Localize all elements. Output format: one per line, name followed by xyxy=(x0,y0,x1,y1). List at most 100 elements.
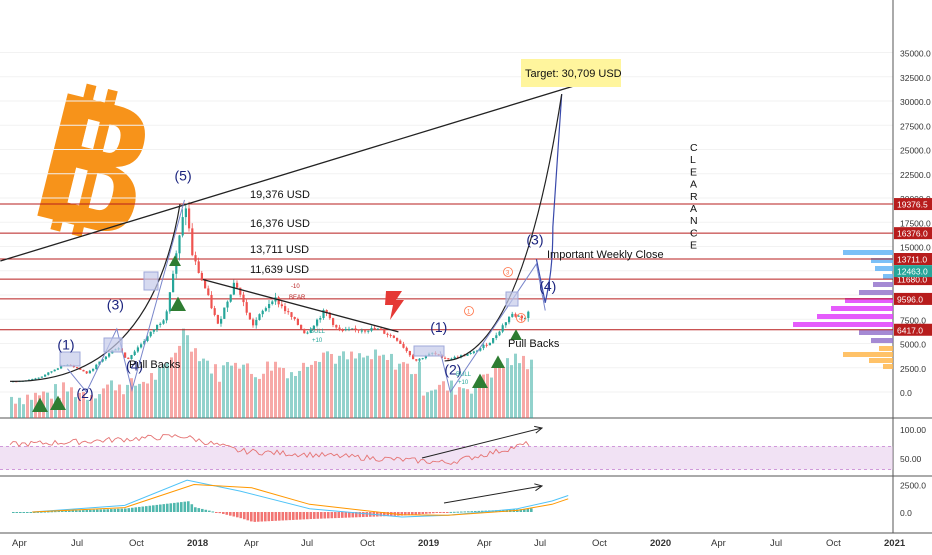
candle-body xyxy=(335,324,338,328)
volume-bar xyxy=(530,359,533,418)
macd-histogram-bar xyxy=(225,512,229,515)
volume-bar xyxy=(70,387,73,418)
macd-histogram-bar xyxy=(187,501,190,512)
volume-bar xyxy=(434,389,437,418)
macd-histogram-bar xyxy=(229,512,232,516)
price-tick-label: 5000.0 xyxy=(900,340,926,350)
macd-histogram-bar xyxy=(278,512,281,521)
volume-bar xyxy=(390,353,393,418)
volume-bar xyxy=(86,399,89,418)
macd-histogram-bar xyxy=(47,511,50,513)
volume-bar xyxy=(510,365,513,418)
price-axis: 35000.0 32500.0 30000.0 27500.0 25000.0 22500… xyxy=(894,49,932,398)
volume-bar xyxy=(270,370,273,418)
volume-bar xyxy=(334,363,337,418)
price-level-box-label: 13711.0 xyxy=(897,255,927,265)
macd-histogram-bar xyxy=(15,512,19,513)
macd-histogram-bar xyxy=(348,512,351,518)
candle-body xyxy=(527,311,530,319)
macd-histogram-bar xyxy=(425,512,428,514)
volume-bar xyxy=(286,378,289,418)
price-level-box-label: 9596.0 xyxy=(897,294,923,304)
candle-body xyxy=(466,353,469,356)
volume-bar xyxy=(178,345,181,418)
macd-histogram-bar xyxy=(117,508,120,512)
volume-bar xyxy=(222,365,225,418)
macd-histogram-bar xyxy=(274,512,278,521)
macd-histogram-bar xyxy=(197,508,201,512)
time-tick-label: Jul xyxy=(71,538,83,549)
volume-bar xyxy=(66,391,69,418)
macd-histogram-bar xyxy=(194,507,197,512)
macd-histogram-bar xyxy=(323,512,327,519)
macd-histogram-bar xyxy=(432,512,435,514)
candle-body xyxy=(296,318,299,325)
candle-body xyxy=(322,309,325,319)
candle-body xyxy=(56,368,59,370)
volume-bar xyxy=(282,368,285,418)
level-label: 19,376 USD xyxy=(250,189,310,201)
candle-body xyxy=(146,336,149,342)
macd-histogram-bar xyxy=(40,511,43,513)
macd-histogram-bar xyxy=(159,504,162,512)
volume-bar xyxy=(506,358,509,418)
clearance-letter: A xyxy=(690,203,697,215)
profile-bar xyxy=(883,364,893,369)
macd-histogram-bar xyxy=(460,511,463,513)
candle-body xyxy=(498,331,501,336)
bitcoin-logo xyxy=(37,83,145,237)
volume-bar xyxy=(470,393,473,418)
price-tick-label: 17500.0 xyxy=(900,218,931,228)
candle-body xyxy=(268,304,271,309)
macd-histogram-bar xyxy=(404,512,407,516)
wave-label-2: (3) xyxy=(526,232,543,248)
volume-bar xyxy=(462,388,465,418)
macd-histogram-bar xyxy=(316,512,320,519)
volume-bar xyxy=(490,377,493,418)
candle-body xyxy=(511,313,514,317)
profile-bar xyxy=(843,352,893,357)
macd-histogram-bar xyxy=(61,510,64,512)
volume-bar xyxy=(386,359,389,418)
candle-body xyxy=(357,329,360,331)
candle-body xyxy=(338,327,341,331)
macd-histogram-bar xyxy=(334,512,337,519)
candle-body xyxy=(98,361,101,365)
candle-body xyxy=(184,208,187,218)
macd-histogram-bar xyxy=(201,508,204,512)
candle-body xyxy=(31,378,34,380)
candle-body xyxy=(504,322,507,326)
candle-body xyxy=(293,316,296,319)
candle-body xyxy=(229,294,232,302)
macd-histogram-bar xyxy=(33,511,36,513)
wave-zigzag-2017 xyxy=(67,199,185,393)
buy-triangle xyxy=(170,296,186,311)
wave-labels: (1)(2)(3)(4)(5)(1)(2)(3)(4)(5) xyxy=(57,56,568,401)
level-label: 13,711 USD xyxy=(250,244,309,256)
volume-bar xyxy=(366,355,369,418)
markers: 1 3 4 xyxy=(32,255,526,412)
macd-histogram-bar xyxy=(19,512,22,513)
buy-triangle xyxy=(472,373,488,388)
volume-bar xyxy=(498,366,501,418)
time-tick-label: Oct xyxy=(592,538,607,549)
candle-body xyxy=(236,282,239,288)
volume-bar xyxy=(426,392,429,418)
macd-histogram-bar xyxy=(169,503,173,512)
volume-bar xyxy=(502,367,505,418)
volume-bar xyxy=(106,384,109,418)
macd-histogram-bar xyxy=(288,512,292,521)
macd-histogram-bar xyxy=(218,512,222,514)
macd-histogram-bar xyxy=(351,512,355,518)
volume-bar xyxy=(438,384,441,418)
volume-bar xyxy=(370,359,373,418)
time-tick-label: Oct xyxy=(129,538,144,549)
volume-bar xyxy=(218,381,221,418)
profile-bar xyxy=(879,346,893,351)
candle-body xyxy=(479,348,482,351)
macd-histogram-bar xyxy=(82,510,85,512)
volume-bar xyxy=(102,388,105,418)
volume-bar xyxy=(518,363,521,418)
volume-bar xyxy=(322,352,325,418)
candle-body xyxy=(101,359,104,362)
